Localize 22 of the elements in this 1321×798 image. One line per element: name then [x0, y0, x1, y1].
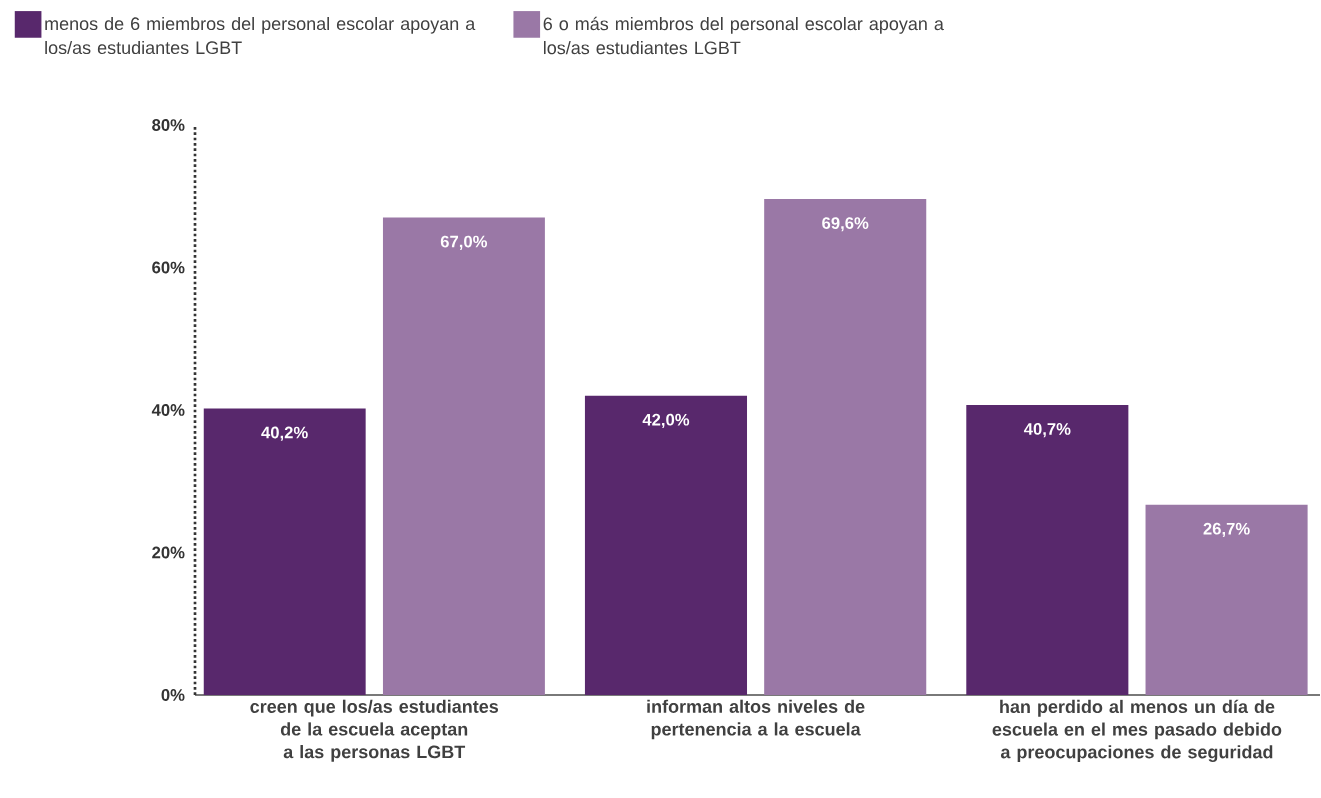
- y-tick-label: 80%: [152, 119, 185, 131]
- data-label: 69,6%: [822, 217, 869, 232]
- bar: [584, 395, 748, 695]
- y-tick-label: 0%: [161, 689, 185, 701]
- legend-label: 6 o más miembros del personal escolar apoyan a los/as estudiantes LGBT: [543, 16, 944, 55]
- bar: [382, 217, 545, 695]
- data-label: 26,7%: [1203, 522, 1250, 538]
- y-tick-label: 20%: [152, 546, 185, 559]
- bar: [764, 199, 927, 695]
- data-label: 40,2%: [261, 426, 308, 441]
- data-label: 67,0%: [440, 235, 488, 250]
- bar: [203, 408, 366, 695]
- data-label: 40,7%: [1023, 423, 1071, 438]
- bar: [1145, 504, 1308, 695]
- x-tick-label: han perdido al menos un día de escuela en el mes pasado debido a preocupaciones de seguridad: [992, 699, 1282, 763]
- data-label: 42,0%: [642, 413, 690, 428]
- y-tick-label: 60%: [152, 261, 185, 274]
- x-tick-label: creen que los/as estudiantes de la escuela aceptan a las personas LGBT: [250, 699, 499, 762]
- x-tick-label: informan altos niveles de pertenencia a la escuela: [647, 699, 865, 740]
- bar: [966, 405, 1129, 695]
- legend-label: menos de 6 miembros del personal escolar apoyan a los/as estudiantes LGBT: [45, 16, 476, 55]
- y-tick-label: 40%: [151, 404, 185, 416]
